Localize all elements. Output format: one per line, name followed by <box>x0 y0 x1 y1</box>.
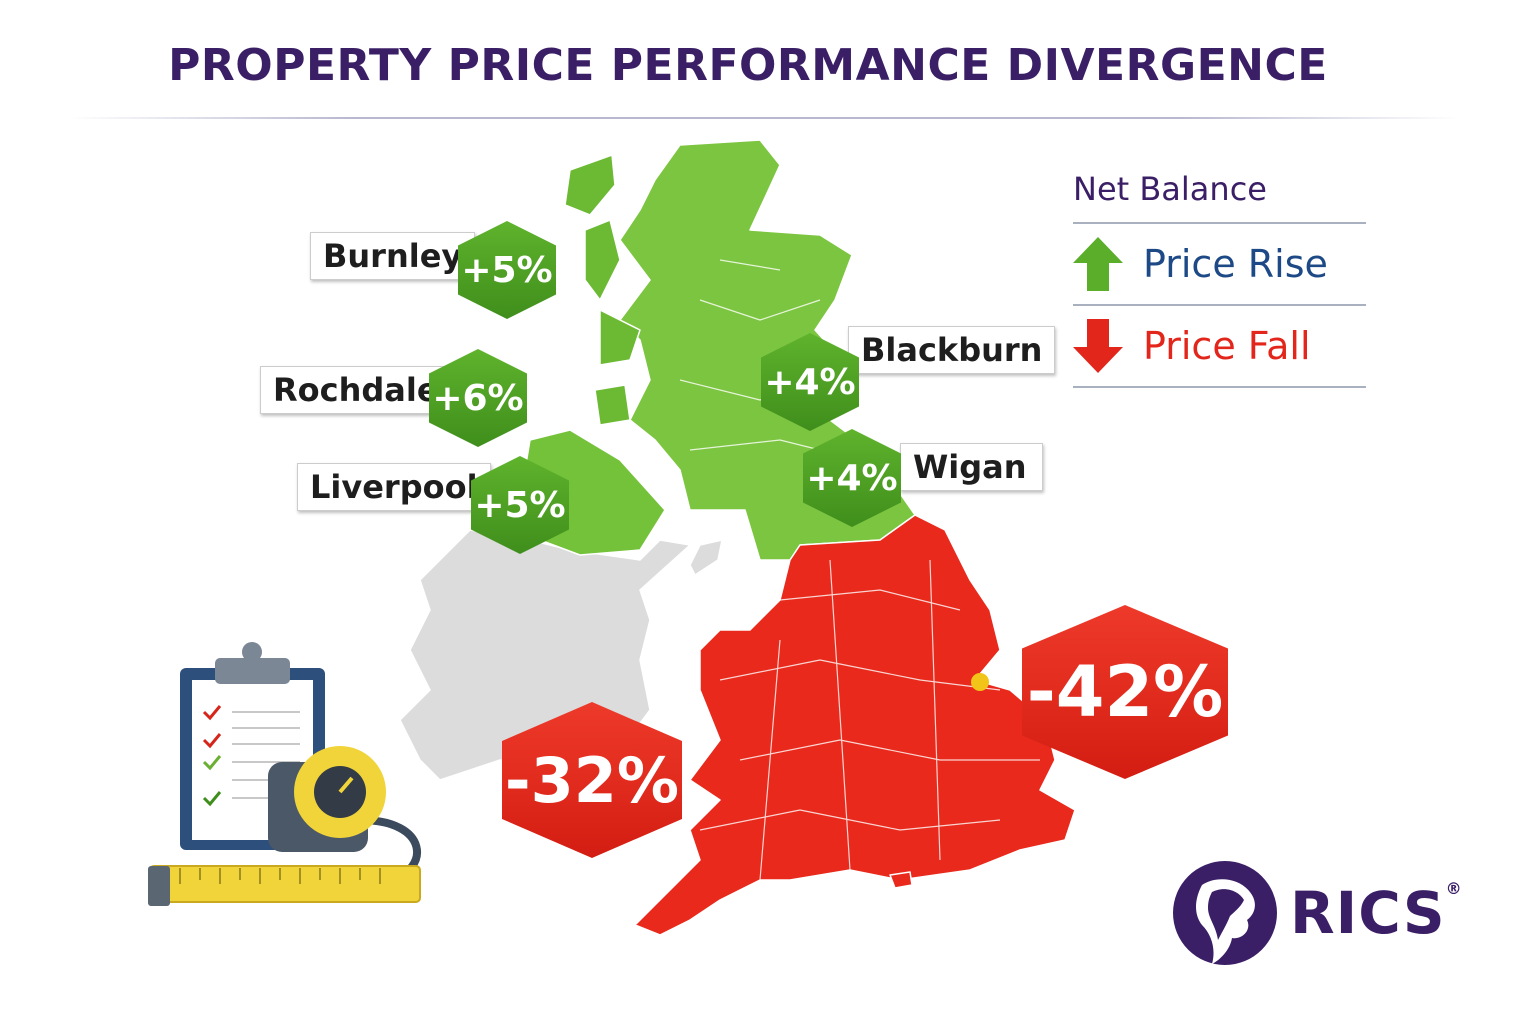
region-label-burnley: Burnley <box>310 232 476 280</box>
isle-of-wight <box>889 871 913 889</box>
ireland-island-region <box>689 539 723 576</box>
change-badge-burnley: +5% <box>458 221 556 319</box>
legend-label-fall: Price Fall <box>1143 324 1311 368</box>
legend: Net Balance Price Rise Price Fall <box>1073 170 1366 388</box>
legend-item-rise: Price Rise <box>1073 224 1366 306</box>
rics-logo: RICS® <box>1172 860 1463 966</box>
change-badge-wigan: +4% <box>803 429 901 527</box>
legend-label-rise: Price Rise <box>1143 242 1328 286</box>
lion-logo-icon <box>1173 861 1277 965</box>
title-divider <box>70 117 1460 119</box>
logo-wordmark: RICS <box>1290 879 1446 947</box>
england-wales-region <box>634 514 1076 936</box>
region-label-rochdale: Rochdale <box>260 366 452 414</box>
registered-mark: ® <box>1445 879 1463 898</box>
legend-item-fall: Price Fall <box>1073 306 1366 388</box>
legend-heading: Net Balance <box>1073 170 1366 224</box>
arrow-down-icon <box>1073 319 1123 373</box>
tape-measure-icon <box>148 746 421 906</box>
region-label-liverpool: Liverpool <box>297 463 491 511</box>
change-badge-blackburn: +4% <box>761 333 859 431</box>
arrow-up-icon <box>1073 237 1123 291</box>
change-badge-rochdale: +6% <box>429 349 527 447</box>
western-isles-2 <box>599 309 641 366</box>
change-badge-east: -42% <box>1022 605 1228 779</box>
change-badge-west: -32% <box>502 702 682 858</box>
region-label-wigan: Wigan <box>900 443 1043 491</box>
region-label-blackburn: Blackburn <box>848 326 1056 374</box>
logo-text: RICS® <box>1290 879 1463 947</box>
western-isles-3 <box>594 384 631 426</box>
page-title: PROPERTY PRICE PERFORMANCE DIVERGENCE <box>168 40 1328 91</box>
western-isles <box>584 219 621 301</box>
location-pin <box>971 673 989 691</box>
hebrides-island <box>564 154 616 216</box>
